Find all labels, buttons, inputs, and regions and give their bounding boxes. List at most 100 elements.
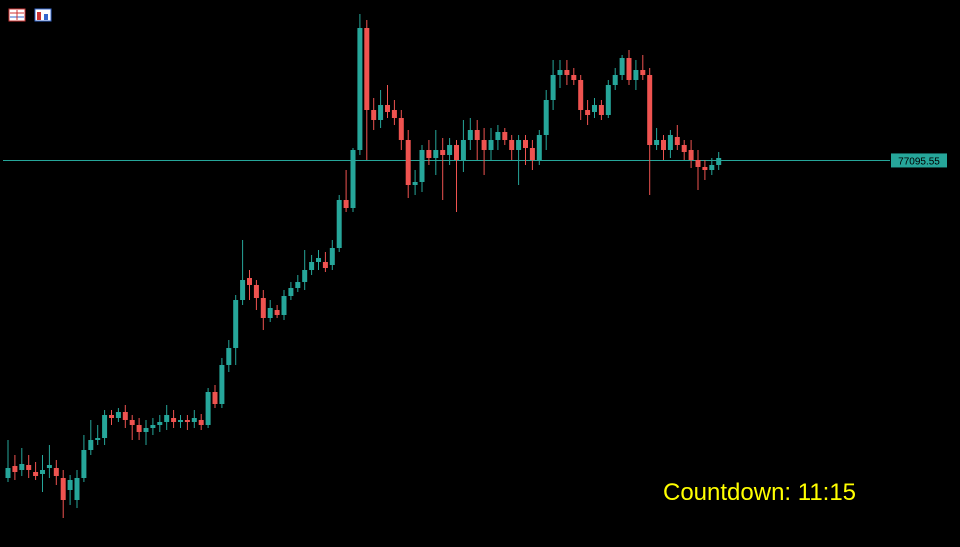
candle-body xyxy=(184,420,190,422)
candle-body xyxy=(433,150,439,158)
candle xyxy=(495,125,501,150)
candle-body xyxy=(426,150,432,158)
candle-body xyxy=(336,200,342,248)
candle-body xyxy=(157,422,163,425)
candle xyxy=(585,100,591,125)
candle-body xyxy=(647,75,653,145)
candle-body xyxy=(302,270,308,282)
candle xyxy=(233,295,239,365)
candle-body xyxy=(571,75,577,80)
candle xyxy=(67,475,73,505)
candle-body xyxy=(46,465,52,468)
countdown: Countdown: 11:15 xyxy=(663,479,856,506)
candle-body xyxy=(219,365,225,404)
candle-body xyxy=(233,300,239,348)
candle xyxy=(288,282,294,300)
candle xyxy=(502,128,508,145)
candle xyxy=(102,410,108,445)
candle xyxy=(302,250,308,290)
candle-body xyxy=(474,130,480,140)
candle xyxy=(509,135,515,160)
candle-body xyxy=(143,428,149,432)
candle-body xyxy=(536,135,542,160)
candle-body xyxy=(109,415,114,418)
candle-body xyxy=(364,28,370,110)
candle xyxy=(295,275,301,292)
candle xyxy=(198,414,204,430)
candle xyxy=(433,130,439,175)
candle xyxy=(571,68,577,85)
candle-body xyxy=(419,150,425,182)
candle-body xyxy=(681,145,687,152)
candle xyxy=(405,130,411,198)
candle-body xyxy=(102,415,108,438)
candle xyxy=(150,418,156,435)
candle xyxy=(157,415,163,432)
candle xyxy=(329,240,335,270)
candle-body xyxy=(716,158,722,165)
candle xyxy=(516,135,522,185)
candle xyxy=(474,120,480,160)
candle xyxy=(253,280,259,310)
candle-body xyxy=(329,248,335,265)
candle xyxy=(226,340,232,372)
candle-body xyxy=(564,70,570,75)
candle-body xyxy=(405,140,411,185)
candle xyxy=(171,410,177,428)
candle xyxy=(681,140,687,160)
candle xyxy=(60,470,66,518)
candle-body xyxy=(115,412,121,418)
candle-body xyxy=(12,466,18,472)
candle-body xyxy=(357,28,363,150)
candle xyxy=(612,68,618,90)
candle xyxy=(412,170,418,195)
candle xyxy=(633,60,639,90)
candle-body xyxy=(619,58,625,75)
candle xyxy=(164,405,170,430)
candle-body xyxy=(26,465,32,470)
candle xyxy=(205,388,211,428)
candle xyxy=(191,410,197,428)
candle xyxy=(19,448,25,476)
candle-body xyxy=(212,392,218,404)
candle-body xyxy=(661,140,666,150)
candle-body xyxy=(260,298,266,318)
candle xyxy=(647,68,653,195)
candle-body xyxy=(40,470,45,474)
candle xyxy=(267,300,273,322)
candle-body xyxy=(550,75,556,100)
candle xyxy=(426,140,432,165)
candle xyxy=(322,252,328,272)
candle xyxy=(95,425,101,445)
candle-body xyxy=(516,140,522,150)
candle xyxy=(316,250,321,270)
candle xyxy=(564,60,570,85)
candle xyxy=(605,80,611,118)
candle-body xyxy=(316,258,321,262)
candle-body xyxy=(164,415,170,422)
candle xyxy=(695,150,701,190)
candle-body xyxy=(150,425,156,428)
candle xyxy=(488,128,494,160)
candle xyxy=(523,135,528,165)
candle-body xyxy=(205,392,211,425)
candle-body xyxy=(253,285,259,298)
candle xyxy=(115,408,121,422)
candle xyxy=(336,195,342,252)
candle-body xyxy=(543,100,549,135)
candle-body xyxy=(605,85,611,115)
candle xyxy=(419,145,425,192)
candle-body xyxy=(447,145,453,155)
candle-body xyxy=(454,145,459,160)
toolbar-icons[interactable] xyxy=(8,8,52,22)
candle-body xyxy=(702,167,708,170)
candle xyxy=(129,415,135,440)
candle-body xyxy=(467,130,473,140)
candle-body xyxy=(674,137,680,145)
candle-body xyxy=(557,70,563,75)
candle-body xyxy=(578,80,584,110)
candle-body xyxy=(88,440,94,450)
candle-body xyxy=(295,282,301,288)
